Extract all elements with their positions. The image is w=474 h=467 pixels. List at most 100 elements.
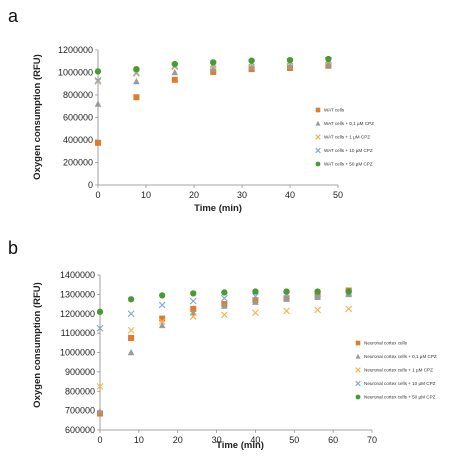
legend-label: WAT cells + 0,1 µM CPZ: [324, 121, 374, 126]
data-point: [283, 307, 290, 315]
data-point: [221, 302, 228, 309]
legend-marker: [315, 120, 321, 126]
x-tick-label: 10: [134, 435, 144, 445]
series-4: [96, 289, 353, 332]
legend-entry: WAT cells + 10 µM CPZ: [315, 147, 373, 154]
data-point: [171, 76, 178, 83]
legend-marker: [315, 147, 321, 154]
legend-marker: [355, 367, 361, 373]
data-point: [171, 68, 179, 76]
data-point: [171, 60, 178, 68]
y-tick-label: 700000: [65, 406, 95, 416]
legend-entry: WAT cells + 1 µM CPZ: [315, 134, 370, 140]
data-point: [158, 321, 166, 329]
legend-entry: WAT cells + 50 µM CPZ: [315, 161, 373, 167]
data-point: [189, 313, 197, 321]
x-tick-label: 0: [95, 190, 100, 200]
data-point: [127, 310, 135, 318]
y-tick-label: 800000: [65, 386, 95, 396]
legend-marker: [355, 353, 361, 359]
x-axis-title-a: Time (min): [194, 203, 242, 214]
x-tick-label: 40: [250, 435, 260, 445]
data-point: [94, 68, 102, 75]
data-point: [127, 296, 135, 303]
data-point: [94, 76, 102, 84]
legend-label: Neuronal cortex cells + 50 µM CPZ: [364, 395, 436, 400]
data-point: [94, 78, 102, 85]
series-1: [95, 62, 332, 146]
data-point: [283, 288, 290, 295]
x-tick-label: 50: [289, 435, 299, 445]
x-axis-title-b: Time (min): [216, 440, 264, 451]
panel-label-a: a: [8, 6, 19, 26]
legend-marker: [315, 134, 321, 140]
x-tick-label: 20: [189, 190, 199, 200]
data-point: [252, 288, 259, 295]
panel-label-b: b: [8, 238, 18, 258]
y-axis-title-a: Oxygen consumption (RFU): [32, 54, 43, 180]
data-point: [127, 348, 135, 356]
data-point: [133, 77, 140, 85]
data-point: [248, 57, 255, 64]
legend-marker: [355, 340, 361, 346]
data-point: [210, 68, 217, 75]
data-point: [96, 308, 104, 315]
data-point: [286, 62, 294, 70]
series-3: [96, 305, 353, 390]
y-tick-label: 400000: [63, 135, 93, 145]
chart-panel-b: b Oxygen consumption (RFU) Time (min) 60…: [8, 238, 437, 451]
data-point: [345, 305, 353, 313]
legend-label: WAT cells: [324, 108, 345, 113]
data-point: [325, 55, 332, 63]
legend-marker: [315, 161, 321, 167]
legend-entry: Neuronal cortex cells + 1 µM CPZ: [355, 367, 433, 373]
legend-marker: [355, 394, 361, 400]
y-tick-label: 600000: [65, 425, 95, 435]
data-point: [314, 293, 321, 300]
series-2: [96, 290, 352, 415]
y-tick-label: 1300000: [60, 289, 95, 299]
data-point: [133, 94, 140, 101]
legend-marker: [315, 107, 321, 113]
chart-panel-a: a Oxygen consumption (RFU) Time (min) 0 2…: [8, 6, 374, 214]
data-point: [248, 63, 255, 71]
series-5: [96, 288, 352, 315]
data-point: [209, 65, 217, 72]
data-point: [190, 305, 197, 312]
y-tick-label: 1000000: [60, 348, 95, 358]
data-point: [283, 295, 290, 302]
legend-a: WAT cells WAT cells + 0,1 µM CPZ WAT cells…: [315, 108, 374, 167]
y-tick-label: 800000: [63, 90, 93, 100]
legend-entry: WAT cells: [315, 107, 345, 113]
legend-entry: Neuronal cortex cells + 0,1 µM CPZ: [355, 353, 437, 359]
legend-entry: Neuronal cortex cells: [355, 340, 408, 346]
legend-marker: [355, 380, 361, 387]
data-point: [252, 309, 259, 317]
data-point: [133, 65, 140, 73]
data-point: [190, 290, 197, 297]
y-tick-label: 900000: [65, 367, 95, 377]
data-point: [314, 288, 321, 295]
legend-label: WAT cells + 10 µM CPZ: [324, 148, 373, 153]
data-point: [345, 288, 352, 295]
data-point: [325, 61, 332, 68]
x-tick-label: 20: [173, 435, 183, 445]
data-point: [252, 292, 259, 300]
data-point: [220, 294, 228, 302]
series-5: [94, 55, 332, 75]
data-point: [95, 139, 101, 146]
data-point: [159, 292, 166, 299]
y-tick-label: 0: [88, 180, 93, 190]
data-point: [159, 315, 166, 322]
legend-label: Neuronal cortex cells + 0,1 µM CPZ: [364, 354, 437, 359]
x-tick-label: 40: [285, 190, 295, 200]
legend-entry: WAT cells + 0,1 µM CPZ: [315, 120, 374, 126]
data-point: [127, 326, 135, 334]
y-tick-label: 1200000: [60, 309, 95, 319]
data-point: [286, 56, 294, 64]
data-point: [158, 301, 166, 309]
data-point: [133, 70, 140, 78]
x-tick-label: 70: [367, 435, 377, 445]
x-tick-label: 30: [237, 190, 247, 200]
